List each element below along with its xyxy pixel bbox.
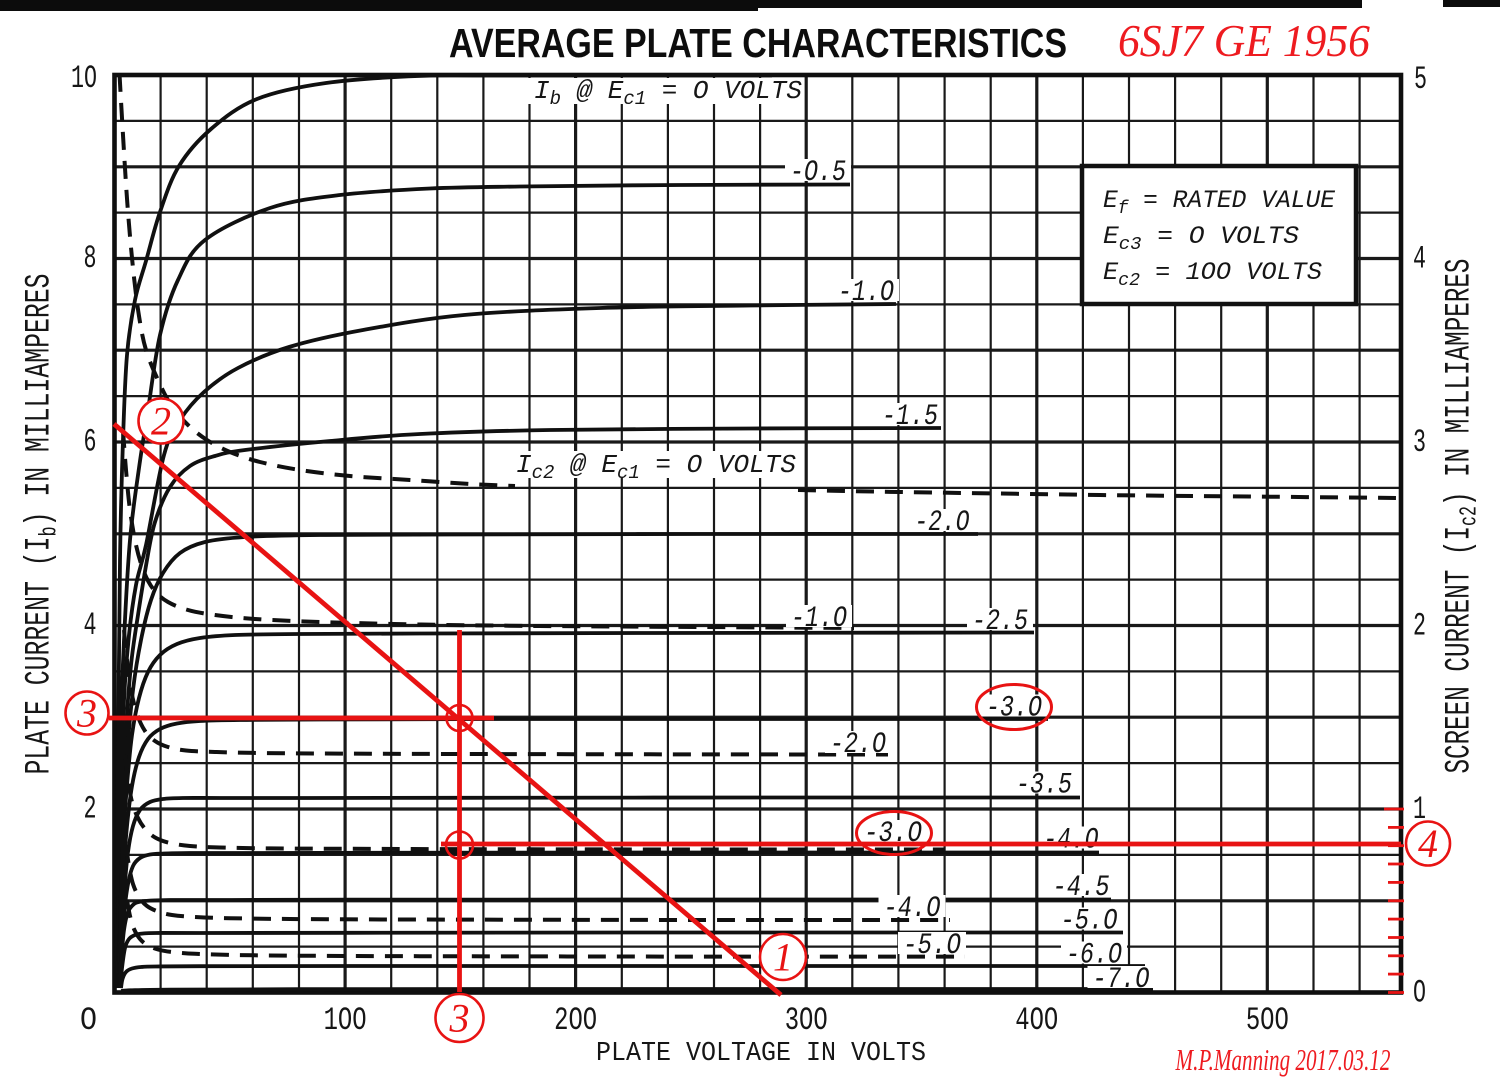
svg-text:-2.5: -2.5 [972, 605, 1028, 639]
svg-text:M.P.Manning 2017.03.12: M.P.Manning 2017.03.12 [1175, 1042, 1391, 1077]
svg-text:-4.5: -4.5 [1053, 871, 1110, 905]
svg-text:O: O [1413, 975, 1426, 1012]
svg-text:-1.5: -1.5 [882, 400, 938, 434]
svg-text:O: O [80, 1002, 97, 1039]
svg-text:4: 4 [1413, 241, 1426, 278]
svg-text:-1.O: -1.O [838, 276, 894, 310]
svg-text:-5.O: -5.O [1061, 905, 1118, 939]
svg-text:-2.O: -2.O [915, 506, 970, 540]
svg-text:AVERAGE PLATE CHARACTERISTICS: AVERAGE PLATE CHARACTERISTICS [449, 20, 1067, 66]
svg-text:Ef = RATED VALUE: Ef = RATED VALUE [1103, 186, 1336, 219]
svg-text:PLATE VOLTAGE IN VOLTS: PLATE VOLTAGE IN VOLTS [596, 1039, 926, 1069]
svg-text:6: 6 [84, 424, 97, 461]
svg-text:6SJ7 GE 1956: 6SJ7 GE 1956 [1118, 15, 1370, 66]
svg-text:-6.O: -6.O [1066, 939, 1122, 973]
svg-text:Ec2 = 1OO VOLTS: Ec2 = 1OO VOLTS [1103, 258, 1322, 291]
svg-text:2OO: 2OO [554, 1002, 597, 1039]
svg-text:-3.O: -3.O [986, 692, 1042, 726]
svg-text:5: 5 [1414, 61, 1427, 98]
svg-text:1: 1 [773, 935, 793, 980]
svg-text:3: 3 [449, 996, 470, 1041]
svg-text:-4.O: -4.O [884, 892, 941, 926]
svg-text:5OO: 5OO [1246, 1002, 1289, 1039]
svg-text:1O: 1O [71, 60, 97, 97]
svg-text:-3.5: -3.5 [1016, 769, 1072, 803]
svg-text:-O.5: -O.5 [790, 156, 846, 190]
svg-text:4: 4 [84, 607, 97, 644]
svg-text:4: 4 [1418, 821, 1438, 866]
svg-text:2: 2 [151, 399, 171, 444]
svg-text:2: 2 [1413, 608, 1426, 645]
svg-text:Ic2 @ Ec1 = O VOLTS: Ic2 @ Ec1 = O VOLTS [516, 450, 796, 484]
svg-text:1OO: 1OO [324, 1002, 367, 1039]
svg-text:3: 3 [76, 691, 97, 736]
svg-text:1: 1 [1413, 791, 1426, 828]
svg-text:4OO: 4OO [1015, 1002, 1058, 1039]
svg-text:-2.O: -2.O [830, 728, 886, 762]
svg-text:3: 3 [1413, 424, 1426, 461]
svg-text:2: 2 [84, 791, 97, 828]
svg-text:-1.O: -1.O [791, 602, 847, 636]
svg-text:-5.O: -5.O [903, 929, 961, 963]
svg-text:3OO: 3OO [785, 1002, 828, 1039]
svg-text:PLATE CURRENT (Ib) IN MILLIAMP: PLATE CURRENT (Ib) IN MILLIAMPERES [20, 274, 64, 775]
svg-text:-4.O: -4.O [1044, 824, 1099, 858]
svg-text:8: 8 [84, 240, 97, 277]
svg-text:Ib @ Ec1 = O VOLTS: Ib @ Ec1 = O VOLTS [534, 76, 802, 110]
svg-text:-7.O: -7.O [1093, 963, 1150, 997]
